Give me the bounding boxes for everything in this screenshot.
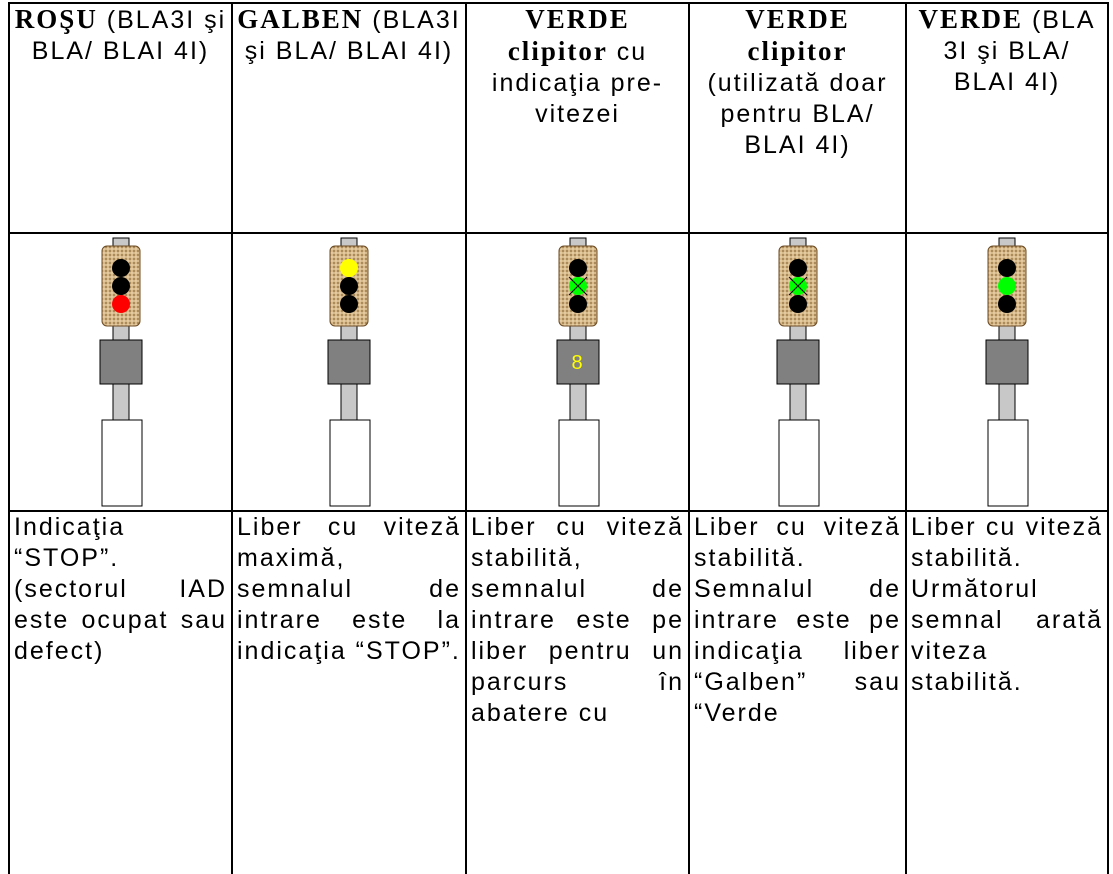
header-text: (utilizată doar pentru BLA/ BLAI 4I) bbox=[707, 69, 888, 159]
header-cell: VERDE clipitor (utilizată doar pentru BL… bbox=[688, 2, 907, 234]
signal bbox=[99, 237, 142, 507]
speed-indicator: 8 bbox=[571, 352, 584, 374]
lamp bbox=[111, 259, 130, 277]
sign-plate bbox=[987, 419, 1029, 507]
lamp bbox=[111, 295, 130, 313]
signal bbox=[327, 237, 371, 507]
header-text: (BLA3I şi BLA/ BLAI 4I) bbox=[244, 6, 461, 65]
sign-plate bbox=[778, 419, 819, 507]
lamp bbox=[568, 259, 587, 277]
lamp bbox=[998, 277, 1016, 295]
header-title: ROŞU bbox=[14, 4, 98, 34]
lamp bbox=[788, 295, 807, 313]
signal-cell: 8 bbox=[465, 232, 690, 512]
header-text: (BLA 3I şi BLA/ BLAI 4I) bbox=[943, 6, 1096, 96]
lamp bbox=[111, 277, 130, 295]
lamp bbox=[340, 277, 358, 295]
signal-cell bbox=[8, 232, 233, 512]
signal-cell bbox=[905, 232, 1109, 512]
signal-row: 8 bbox=[8, 232, 1109, 512]
lamp bbox=[998, 259, 1016, 277]
sign-plate bbox=[329, 419, 371, 507]
sign-plate bbox=[558, 419, 599, 507]
indicator-box bbox=[985, 339, 1029, 385]
description-cell: Liber cu viteză stabilită. Următorul sem… bbox=[905, 510, 1109, 874]
header-title: VERDE clipitor bbox=[507, 4, 630, 66]
lamp bbox=[340, 295, 358, 313]
header-title: GALBEN bbox=[237, 4, 364, 34]
signal bbox=[776, 237, 819, 507]
indicator-box bbox=[99, 339, 142, 385]
description-cell: Indicaţia “STOP”. (sectorul IAD este ocu… bbox=[8, 510, 233, 874]
signal bbox=[985, 237, 1029, 507]
flash-mark bbox=[568, 276, 587, 296]
description-cell: Liber cu viteză stabilită, semnalul de i… bbox=[465, 510, 690, 874]
header-title: VERDE bbox=[918, 4, 1023, 34]
description-row: Indicaţia “STOP”. (sectorul IAD este ocu… bbox=[8, 510, 1109, 874]
indicator-box bbox=[556, 339, 599, 385]
indicator-box bbox=[327, 339, 371, 385]
indicator-box bbox=[776, 339, 819, 385]
lamp bbox=[788, 259, 807, 277]
lamp bbox=[340, 259, 358, 277]
header-title: VERDE clipitor bbox=[745, 4, 850, 66]
header-cell: VERDE clipitor cu indicaţia pre-vitezei bbox=[465, 2, 690, 234]
table-body: ROŞU (BLA3I şi BLA/ BLAI 4I) GALBEN (BLA3… bbox=[8, 2, 1109, 874]
lamp bbox=[568, 295, 587, 313]
header-text: (BLA3I şi BLA/ BLAI 4I) bbox=[31, 6, 227, 65]
description-cell: Liber cu viteză stabilită. Semnalul de i… bbox=[688, 510, 907, 874]
flash-mark bbox=[788, 276, 807, 296]
sign-plate bbox=[101, 419, 142, 507]
signal-table: ROŞU (BLA3I şi BLA/ BLAI 4I) GALBEN (BLA3… bbox=[8, 2, 1109, 874]
lamp bbox=[998, 295, 1016, 313]
signal: 8 bbox=[556, 237, 599, 507]
header-cell: VERDE (BLA 3I şi BLA/ BLAI 4I) bbox=[905, 2, 1109, 234]
header-cell: GALBEN (BLA3I şi BLA/ BLAI 4I) bbox=[231, 2, 467, 234]
header-text: cu indicaţia pre-vitezei bbox=[491, 38, 664, 128]
signal-cell bbox=[231, 232, 467, 512]
header-row: ROŞU (BLA3I şi BLA/ BLAI 4I) GALBEN (BLA3… bbox=[8, 2, 1109, 234]
header-cell: ROŞU (BLA3I şi BLA/ BLAI 4I) bbox=[8, 2, 233, 234]
signal-cell bbox=[688, 232, 907, 512]
description-cell: Liber cu viteză maximă, semnalul de intr… bbox=[231, 510, 467, 874]
